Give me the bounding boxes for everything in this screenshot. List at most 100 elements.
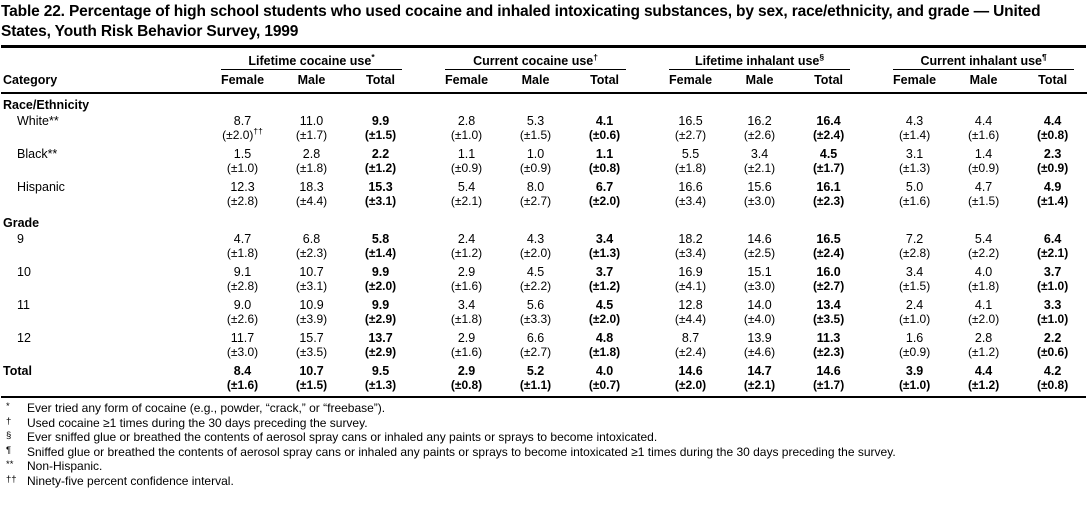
column-header-total: Total — [1018, 70, 1087, 94]
column-header-total: Total — [570, 70, 640, 94]
ci-cell: (±2.9) — [364, 312, 397, 326]
ci-cell: (±1.7) — [295, 128, 328, 142]
column-gap — [639, 247, 656, 264]
ci-cell: (±1.7) — [812, 161, 845, 175]
column-gap — [639, 146, 656, 162]
row-label: 11 — [17, 298, 30, 312]
ci-cell: (±3.1) — [364, 194, 397, 208]
value-cell: 9.1 — [233, 265, 252, 279]
ci-cell: (±1.5) — [898, 279, 931, 293]
column-gap — [639, 231, 656, 247]
ci-cell: (±2.0) — [967, 312, 1000, 326]
value-cell: 5.4 — [974, 232, 993, 246]
ci-cell: (±4.1) — [674, 279, 707, 293]
ci-cell: (±1.3) — [364, 378, 397, 392]
value-cell: 3.7 — [1043, 265, 1062, 279]
footnote-marker: ¶ — [6, 444, 12, 456]
ci-cell: (±1.8) — [674, 161, 707, 175]
value-cell: 2.8 — [302, 147, 321, 161]
column-group-label: Lifetime cocaine use* — [221, 53, 403, 70]
column-gap — [415, 379, 432, 396]
column-gap — [191, 129, 208, 146]
value-cell: 6.6 — [526, 331, 545, 345]
value-cell: 1.1 — [457, 147, 476, 161]
column-gap — [639, 113, 656, 129]
value-cell: 6.7 — [595, 180, 614, 194]
row-label-spacer — [1, 247, 191, 264]
value-cell: 1.4 — [974, 147, 993, 161]
column-header-female: Female — [208, 70, 277, 94]
ci-cell: (±4.4) — [674, 312, 707, 326]
column-gap — [191, 48, 208, 94]
value-cell: 2.9 — [457, 265, 476, 279]
value-cell: 1.6 — [905, 331, 924, 345]
ci-cell: (±0.9) — [967, 161, 1000, 175]
value-cell: 3.4 — [595, 232, 614, 246]
table-header: Category Lifetime cocaine use* Current co… — [1, 48, 1087, 94]
ci-cell: (±1.2) — [588, 279, 621, 293]
column-header-male: Male — [277, 70, 346, 94]
ci-cell: (±3.0) — [226, 345, 259, 359]
ci-cell: (±1.6) — [967, 128, 1000, 142]
footnote-text: Ninety-five percent confidence interval. — [27, 473, 234, 488]
value-cell: 10.7 — [299, 265, 324, 279]
column-gap — [639, 297, 656, 313]
value-cell: 5.2 — [526, 364, 545, 378]
column-gap — [191, 231, 208, 247]
value-cell: 13.9 — [747, 331, 772, 345]
value-cell: 4.5 — [595, 298, 614, 312]
column-gap — [415, 129, 432, 146]
value-cell: 8.4 — [233, 364, 252, 378]
value-cell: 14.6 — [816, 364, 841, 378]
column-gap — [639, 179, 656, 195]
value-cell: 5.3 — [526, 114, 545, 128]
ci-cell: (±1.0) — [450, 128, 483, 142]
section-label: Race/Ethnicity — [3, 98, 90, 112]
ci-cell: (±1.2) — [967, 345, 1000, 359]
row-label: 12 — [17, 331, 31, 345]
value-cell: 4.7 — [974, 180, 993, 194]
row-label-spacer — [1, 313, 191, 330]
value-cell: 4.5 — [819, 147, 838, 161]
value-cell: 4.9 — [1043, 180, 1062, 194]
footnotes: * Ever tried any form of cocaine (e.g., p… — [1, 396, 1086, 488]
ci-cell: (±2.4) — [812, 128, 845, 142]
value-cell: 16.9 — [678, 265, 703, 279]
column-gap — [863, 379, 880, 396]
ci-cell: (±1.6) — [226, 378, 259, 392]
footnote: †† Ninety-five percent confidence interva… — [1, 474, 1086, 489]
ci-cell: (±1.4) — [1036, 194, 1069, 208]
ci-cell: (±1.0) — [226, 161, 259, 175]
ci-cell: (±0.9) — [450, 161, 483, 175]
ci-cell: (±0.6) — [1036, 345, 1069, 359]
value-cell: 4.3 — [905, 114, 924, 128]
ci-cell: (±1.2) — [967, 378, 1000, 392]
value-cell: 12.8 — [678, 298, 703, 312]
column-gap — [415, 297, 432, 313]
ci-cell: (±0.8) — [1036, 128, 1069, 142]
ci-cell: (±1.5) — [364, 128, 397, 142]
ci-cell: (±1.6) — [898, 194, 931, 208]
group-header-row: Category Lifetime cocaine use* Current co… — [1, 48, 1087, 94]
ci-cell: (±2.8) — [226, 279, 259, 293]
column-gap — [191, 247, 208, 264]
value-cell: 2.4 — [457, 232, 476, 246]
value-cell: 1.0 — [526, 147, 545, 161]
value-cell: 9.9 — [371, 265, 390, 279]
footnote: ¶ Sniffed glue or breathed the contents o… — [1, 445, 1086, 460]
column-gap — [863, 48, 881, 94]
column-gap — [863, 363, 880, 379]
row-label: Hispanic — [17, 180, 65, 194]
table-body: Race/Ethnicity White** 8.7 11.0 9.9 2.8 5.3 4.1… — [1, 93, 1087, 396]
confidence-interval-row: (±2.8) (±3.1) (±2.0) (±1.6) (±2.2) (±1.2) (±4.… — [1, 280, 1087, 297]
footnote-marker: † — [593, 51, 598, 62]
ci-cell: (±2.6) — [743, 128, 776, 142]
column-header-male: Male — [501, 70, 571, 94]
table-row: 12 11.7 15.7 13.7 2.9 6.6 4.8 8.7 13.9 11.3 1.6 2.8… — [1, 330, 1087, 346]
column-gap — [639, 48, 657, 94]
ci-cell: (±1.2) — [450, 246, 483, 260]
footnote-text: Used cocaine ≥1 times during the 30 days… — [27, 415, 368, 430]
column-gap — [415, 363, 432, 379]
row-label-spacer — [1, 280, 191, 297]
column-gap — [863, 129, 880, 146]
